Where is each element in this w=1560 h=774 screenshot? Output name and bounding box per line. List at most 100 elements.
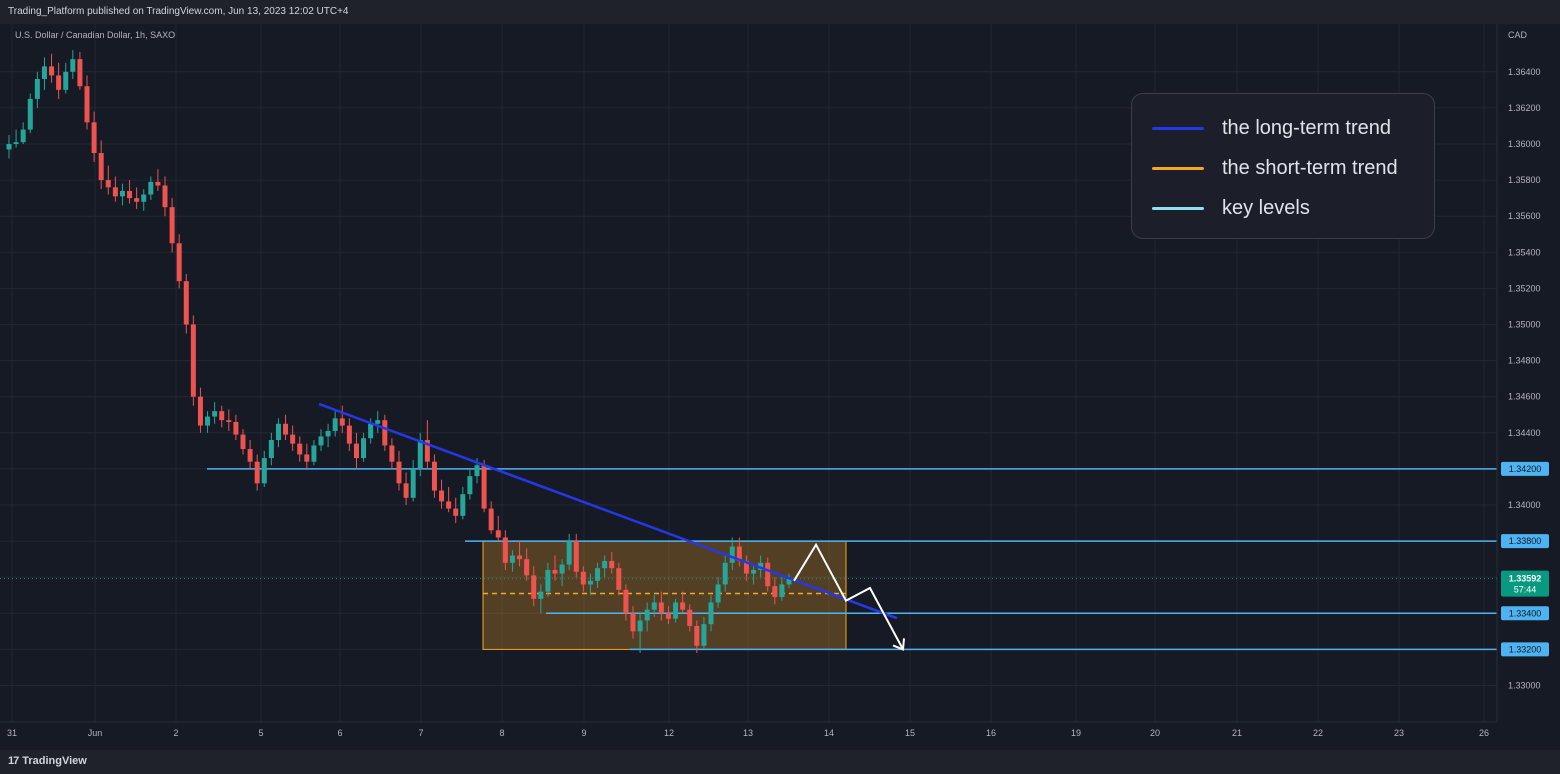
candle-body	[694, 625, 700, 646]
candle-body	[311, 445, 317, 462]
y-tick-label: 1.35200	[1508, 283, 1541, 293]
key-level-badge	[1501, 534, 1549, 549]
candle-body	[41, 66, 47, 80]
candle-body	[6, 144, 12, 150]
legend-label-key-levels: key levels	[1222, 197, 1310, 219]
projection-path	[793, 542, 904, 650]
candle-body	[339, 418, 345, 426]
legend-label-long-term: the long-term trend	[1222, 117, 1391, 139]
candle-body	[651, 602, 657, 610]
projection-arrowhead	[892, 638, 905, 651]
candle-body	[517, 555, 523, 560]
brand[interactable]: 17 TradingView	[8, 755, 87, 767]
candle-body	[325, 430, 331, 437]
legend-label-short-term: the short-term trend	[1222, 157, 1398, 179]
candle-body	[219, 411, 225, 421]
brand-name: TradingView	[22, 755, 87, 767]
candle-body	[13, 142, 19, 144]
range-box	[482, 540, 847, 650]
legend-item-short-term: the short-term trend	[1152, 157, 1398, 180]
candle-body	[736, 546, 742, 561]
candle-body	[403, 483, 409, 498]
candle-body	[247, 449, 253, 462]
y-tick-label: 1.35400	[1508, 247, 1541, 257]
tradingview-logo-icon: 17	[8, 755, 19, 767]
candle-body	[729, 546, 735, 563]
candle-body	[134, 198, 140, 202]
x-tick-label: 16	[986, 728, 996, 738]
current-price-badge	[1501, 570, 1549, 597]
y-tick-label: 1.33000	[1508, 681, 1541, 691]
candle-body	[743, 560, 749, 574]
bottom-bar: 17 TradingView	[0, 750, 1560, 774]
key-level-badge	[1501, 642, 1549, 657]
candle-body	[389, 445, 395, 462]
candle-body	[396, 461, 402, 484]
key-level-badge	[1501, 606, 1549, 621]
candle-body	[63, 71, 69, 90]
candles-layer	[6, 50, 792, 654]
x-tick-label: 5	[258, 728, 263, 738]
x-tick-label: 15	[905, 728, 915, 738]
candle-body	[197, 396, 203, 426]
candle-body	[715, 584, 721, 603]
candle-body	[318, 436, 324, 446]
candle-body	[119, 190, 125, 197]
x-tick-label: 20	[1150, 728, 1160, 738]
candle-body	[474, 465, 480, 477]
x-tick-label: 26	[1479, 728, 1489, 738]
candle-body	[34, 79, 40, 99]
candle-body	[98, 153, 104, 181]
x-tick-label: 12	[664, 728, 674, 738]
candle-body	[687, 609, 693, 626]
candle-body	[673, 602, 679, 619]
candle-body	[49, 66, 55, 76]
legend-swatch-long-term	[1152, 127, 1204, 130]
current-price-label: 1.33592	[1509, 574, 1542, 584]
candle-body	[502, 537, 508, 563]
x-tick-label: 23	[1394, 728, 1404, 738]
x-tick-label: 21	[1232, 728, 1242, 738]
y-tick-label: 1.35800	[1508, 175, 1541, 185]
candle-body	[644, 609, 650, 621]
legend-item-long-term: the long-term trend	[1152, 117, 1391, 140]
key-level-badge	[1501, 461, 1549, 476]
legend-swatch-short-term	[1152, 167, 1204, 170]
y-tick-label: 1.35000	[1508, 320, 1541, 330]
candle-body	[524, 559, 530, 576]
candle-body	[190, 324, 196, 397]
candle-body	[346, 425, 352, 444]
y-tick-label: 1.36200	[1508, 103, 1541, 113]
drawings-layer	[318, 402, 905, 651]
x-tick-label: 19	[1071, 728, 1081, 738]
x-tick-label: 7	[418, 728, 423, 738]
candle-body	[268, 440, 274, 459]
y-tick-label: 1.34600	[1508, 392, 1541, 402]
candle-body	[708, 602, 714, 625]
x-tick-label: 14	[824, 728, 834, 738]
candle-body	[488, 508, 494, 531]
range-box-layer	[482, 540, 847, 650]
candle-body	[658, 602, 664, 614]
candle-body	[772, 586, 778, 598]
y-tick-label: 1.34800	[1508, 356, 1541, 366]
candle-body	[410, 468, 416, 498]
key-level-badge-label: 1.34200	[1509, 464, 1542, 474]
x-tick-label: Jun	[88, 728, 103, 738]
candle-body	[595, 568, 601, 581]
candle-body	[205, 416, 211, 426]
candle-body	[623, 589, 629, 614]
candle-body	[637, 620, 643, 632]
candle-body	[261, 458, 267, 484]
candle-body	[460, 494, 466, 516]
y-tick-label: 1.34400	[1508, 428, 1541, 438]
top-bar: Trading_Platform published on TradingVie…	[0, 0, 1560, 24]
candle-body	[368, 423, 374, 439]
candle-body	[786, 579, 792, 585]
candle-body	[417, 440, 423, 469]
y-tick-label: 1.36000	[1508, 139, 1541, 149]
key-level-badge-label: 1.33400	[1509, 608, 1542, 618]
candle-body	[680, 602, 686, 610]
candle-body	[545, 569, 551, 592]
